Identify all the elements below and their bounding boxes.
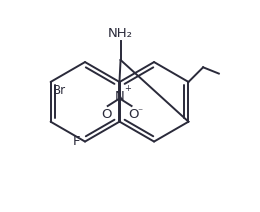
Text: O: O bbox=[101, 108, 111, 121]
Text: O: O bbox=[128, 108, 139, 121]
Text: +: + bbox=[124, 84, 131, 93]
Text: NH₂: NH₂ bbox=[108, 27, 133, 40]
Text: N: N bbox=[115, 90, 125, 103]
Text: ⁻: ⁻ bbox=[138, 107, 142, 117]
Text: F: F bbox=[72, 135, 80, 148]
Text: Br: Br bbox=[53, 84, 66, 97]
